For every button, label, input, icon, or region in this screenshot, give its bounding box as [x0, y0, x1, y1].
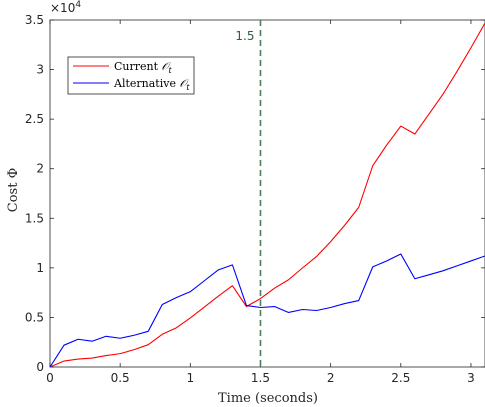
series-line-alternative: [49, 253, 485, 368]
legend-label-alternative: Alternative 𝒪t: [113, 77, 190, 92]
legend: Current 𝒪t Alternative 𝒪t: [67, 56, 195, 95]
series-line-current: [49, 22, 485, 368]
y-tick-label: 0.5: [25, 310, 44, 324]
y-exponent-power: 4: [75, 0, 81, 10]
y-tick-label: 3.5: [25, 13, 44, 27]
x-tick-label: 1.5: [251, 371, 270, 385]
x-tick-label: 3: [467, 371, 475, 385]
legend-label-current: Current 𝒪t: [114, 60, 172, 75]
axes-box: [49, 19, 485, 368]
y-tick-label: 2.5: [25, 112, 44, 126]
y-tick-label: 3: [36, 63, 44, 77]
legend-alternative-name: Alternative: [113, 77, 176, 90]
y-tick-label: 2: [36, 162, 44, 176]
y-exponent-base: ×10: [50, 1, 75, 15]
legend-box: [67, 56, 195, 95]
legend-alternative-subscript: t: [186, 83, 190, 92]
plot-area: 0 0.5 1 1.5 2 2.5 3 0 0.5 1 1.5 2 2.5 3 3.5 1.5: [25, 13, 485, 385]
x-tick-label: 0: [46, 371, 54, 385]
x-tick-label: 1: [187, 371, 195, 385]
y-axis-label: Cost Φ: [6, 168, 21, 212]
legend-alternative-symbol: 𝒪: [179, 77, 189, 90]
y-tick-label: 1: [36, 261, 44, 275]
y-exponent-label: ×104: [50, 0, 81, 15]
x-axis-label: Time (seconds): [218, 391, 318, 406]
legend-current-subscript: t: [168, 66, 172, 75]
y-tick-label: 1.5: [25, 211, 44, 225]
x-tick-label: 2: [327, 371, 335, 385]
vline-annotation-label: 1.5: [235, 29, 254, 43]
legend-current-name: Current: [114, 60, 159, 73]
legend-current-symbol: 𝒪: [162, 60, 172, 73]
x-tick-label: 2.5: [391, 371, 410, 385]
y-tick-label: 0: [36, 360, 44, 374]
x-tick-label: 0.5: [111, 371, 130, 385]
